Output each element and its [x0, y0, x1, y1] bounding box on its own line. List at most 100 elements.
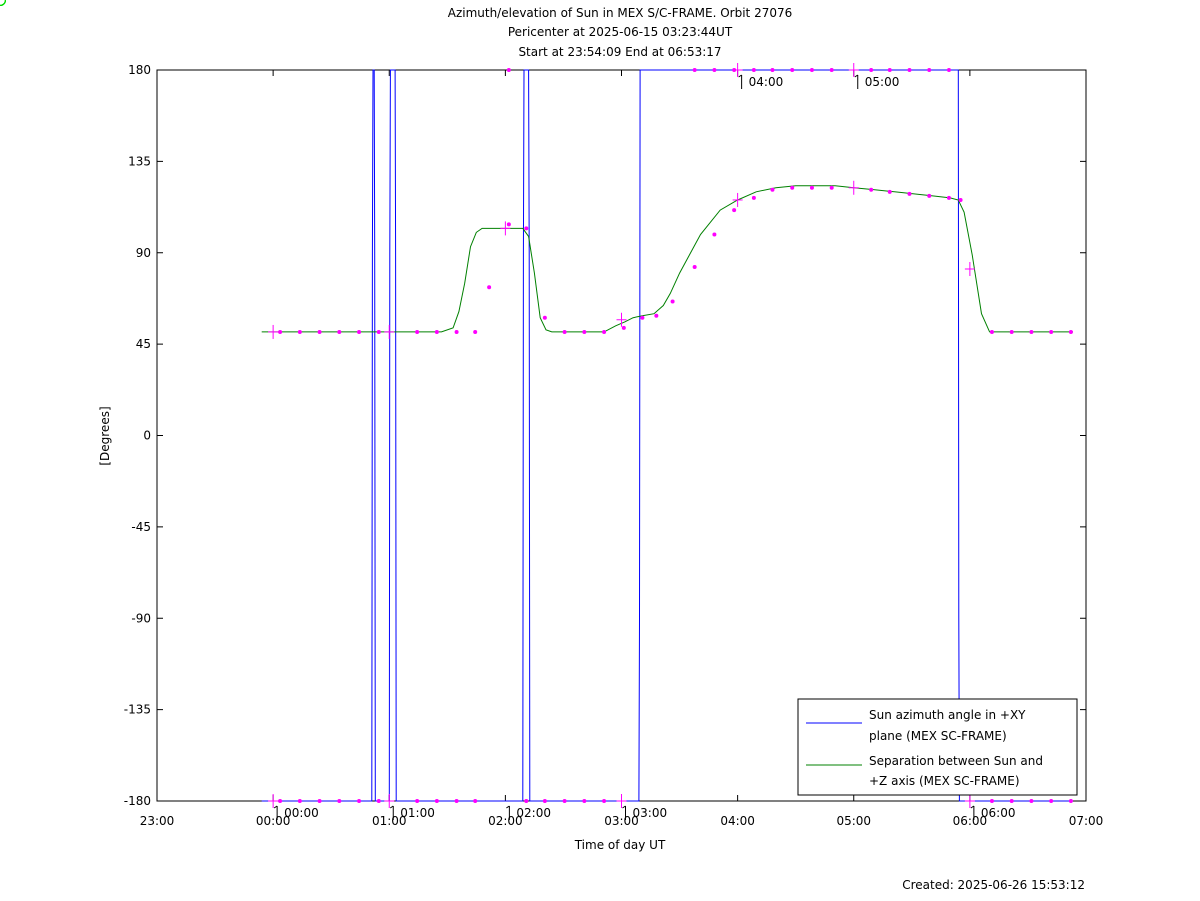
sample-point — [621, 325, 626, 330]
sample-point — [751, 68, 756, 72]
x-tick-label: 04:00 — [720, 814, 755, 828]
chart-subtitle-2: Start at 23:54:09 End at 06:53:17 — [518, 45, 721, 59]
hour-mark-tick — [622, 805, 626, 809]
sample-point — [376, 329, 381, 334]
hour-mark-label: 05:00 — [865, 75, 900, 89]
sample-point — [927, 193, 932, 198]
hour-mark-tick — [738, 74, 742, 78]
x-axis-label: Time of day UT — [574, 838, 666, 852]
sample-point — [770, 187, 775, 192]
sample-point — [907, 191, 912, 196]
sample-point — [357, 329, 362, 334]
sample-point — [887, 189, 892, 194]
sample-point — [712, 232, 717, 237]
sample-point — [542, 315, 547, 320]
sample-point — [869, 68, 874, 72]
sample-point — [946, 195, 951, 200]
sample-point — [770, 68, 775, 72]
sample-point — [376, 799, 381, 803]
hour-mark-tick — [389, 805, 394, 809]
sample-point — [357, 799, 362, 803]
sample-point — [602, 799, 607, 803]
hour-mark-tick — [273, 805, 278, 809]
sample-point — [434, 799, 439, 803]
sample-point — [506, 68, 511, 72]
sample-point — [524, 799, 529, 803]
sample-point — [790, 185, 795, 190]
sample-point — [582, 329, 587, 334]
sample-point — [1068, 799, 1073, 803]
plot-area — [156, 69, 1087, 802]
series-line-separation — [261, 185, 1073, 333]
sample-point — [337, 799, 342, 803]
hour-mark-tick — [854, 74, 859, 78]
sample-point — [524, 226, 529, 231]
hour-mark-tick — [970, 805, 975, 809]
y-tick-label: -90 — [131, 611, 151, 625]
chart-title: Azimuth/elevation of Sun in MEX S/C-FRAM… — [448, 6, 793, 20]
y-axis-label: [Degrees] — [98, 406, 112, 465]
sample-point — [809, 68, 814, 72]
y-tick-label: -135 — [124, 703, 151, 717]
sample-point — [946, 68, 951, 72]
legend: Sun azimuth angle in +XY plane (MEX SC-F… — [797, 698, 1078, 796]
sample-point — [1068, 329, 1073, 334]
sample-point — [927, 68, 932, 72]
sample-point — [415, 799, 420, 803]
x-tick-label: 01:00 — [372, 814, 407, 828]
x-tick-label: 07:00 — [1069, 814, 1104, 828]
x-tick-label: 02:00 — [488, 814, 523, 828]
y-tick-label: 0 — [143, 429, 151, 443]
x-tick-label: 23:00 — [140, 814, 175, 828]
legend-label-separation-line1: Separation between Sun and — [869, 754, 1043, 768]
sample-point — [1049, 329, 1054, 334]
y-tick-label: -45 — [131, 520, 151, 534]
chart-subtitle: Pericenter at 2025-06-15 03:23:44UT — [508, 25, 733, 39]
sample-point — [1049, 799, 1054, 803]
sample-point — [809, 185, 814, 190]
sample-point — [487, 285, 492, 290]
series-line-azimuth — [261, 69, 1073, 802]
y-tick-label: 180 — [128, 63, 151, 77]
series-group: 00:00 01:00 02:00 03:00 04:00 05:00 06:00 — [0, 0, 1073, 820]
sample-point — [887, 68, 892, 72]
created-footer: Created: 2025-06-26 15:53:12 — [902, 878, 1085, 892]
hour-mark-label: 06:00 — [981, 806, 1016, 820]
legend-label-azimuth-line2: plane (MEX SC-FRAME) — [869, 729, 1007, 743]
y-tick-label: -180 — [124, 794, 151, 808]
sample-point — [640, 315, 645, 320]
sample-point — [297, 329, 302, 334]
hour-mark-label: 04:00 — [749, 75, 784, 89]
y-tick-label: 135 — [128, 154, 151, 168]
sample-point — [712, 68, 717, 72]
sample-point — [670, 299, 675, 304]
y-tick-label: 90 — [136, 246, 151, 260]
sample-point — [562, 799, 567, 803]
sample-point — [317, 799, 322, 803]
x-tick-label: 05:00 — [836, 814, 871, 828]
sample-point — [454, 329, 459, 334]
sample-point — [958, 197, 963, 202]
sample-point — [829, 68, 834, 72]
sample-point — [297, 799, 302, 803]
x-tick-label: 03:00 — [604, 814, 639, 828]
sample-point — [869, 187, 874, 192]
sample-point — [654, 313, 659, 318]
sample-point — [1009, 329, 1014, 334]
sample-point — [337, 329, 342, 334]
sample-point — [1029, 329, 1034, 334]
marker-circle — [0, 0, 6, 6]
hour-mark-tick — [506, 805, 510, 809]
sample-point — [434, 329, 439, 334]
hour-mark-label: 00:00 — [284, 806, 319, 820]
y-tick-label: 45 — [136, 337, 151, 351]
sample-point — [989, 799, 994, 803]
sample-point — [989, 329, 994, 334]
sample-point — [829, 185, 834, 190]
x-tick-label: 06:00 — [953, 814, 988, 828]
sample-point — [602, 329, 607, 334]
legend-label-azimuth-line1: Sun azimuth angle in +XY — [869, 708, 1026, 722]
sample-point — [506, 222, 511, 227]
sample-point — [454, 799, 459, 803]
